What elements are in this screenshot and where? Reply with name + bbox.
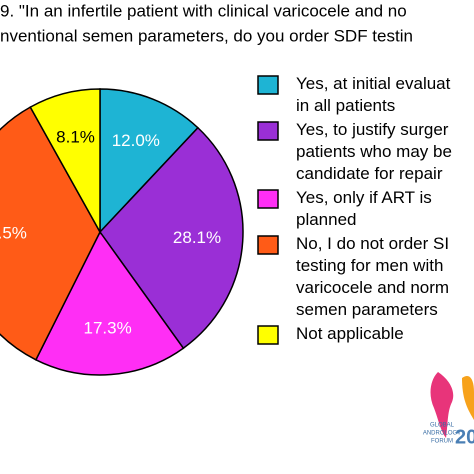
value-label: 12.0%: [112, 131, 160, 150]
pie-slice: [29, 88, 101, 235]
legend-swatch: [257, 235, 279, 255]
logo: [430, 372, 474, 438]
legend-swatch: [257, 121, 279, 141]
logo-shape: [462, 375, 474, 420]
value-label: 28.1%: [173, 228, 221, 247]
legend-line: Yes, at initial evaluat: [296, 74, 451, 93]
legend-swatch: [257, 189, 279, 209]
legend-label: Not applicable: [296, 324, 404, 343]
legend-line: candidate for repair: [296, 164, 443, 183]
legend-line: No, I do not order SI: [296, 234, 449, 253]
legend-line: planned: [296, 210, 357, 229]
value-label: 34.5%: [0, 224, 27, 243]
logo-text: GLOBAL: [430, 423, 455, 429]
legend-line: in all patients: [296, 96, 395, 115]
value-label: 17.3%: [84, 318, 132, 337]
logo-shape: [430, 372, 454, 438]
chart-title: 9. "In an infertile patient with clinica…: [0, 1, 407, 20]
logo-text: ANDROLOGY: [423, 431, 461, 437]
legend-line: testing for men with: [296, 256, 443, 275]
pie-slice: [0, 106, 101, 361]
legend-line: semen parameters: [296, 300, 438, 319]
legend-line: varicocele and norm: [296, 278, 449, 297]
legend-label: No, I do not order SI testing for men wit…: [296, 234, 449, 319]
legend-line: Not applicable: [296, 324, 404, 343]
legend-line: Yes, only if ART is: [296, 188, 432, 207]
legend-label: Yes, only if ART is planned: [296, 188, 432, 229]
legend-label: Yes, at initial evaluat in all patients: [296, 74, 451, 115]
logo-text: FORUM: [431, 439, 453, 445]
legend-swatch: [257, 325, 279, 345]
legend-line: patients who may be: [296, 142, 452, 161]
year: 20: [455, 426, 474, 448]
pie-slice: [34, 230, 185, 376]
legend-line: Yes, to justify surger: [296, 120, 449, 139]
legend-swatch: [257, 75, 279, 95]
legend-label: Yes, to justify surger patients who may b…: [296, 120, 452, 183]
chart-title: nventional semen parameters, do you orde…: [0, 26, 413, 45]
value-label: 8.1%: [56, 127, 95, 146]
pie-slice: [99, 126, 244, 350]
pie-slice: [99, 88, 199, 234]
